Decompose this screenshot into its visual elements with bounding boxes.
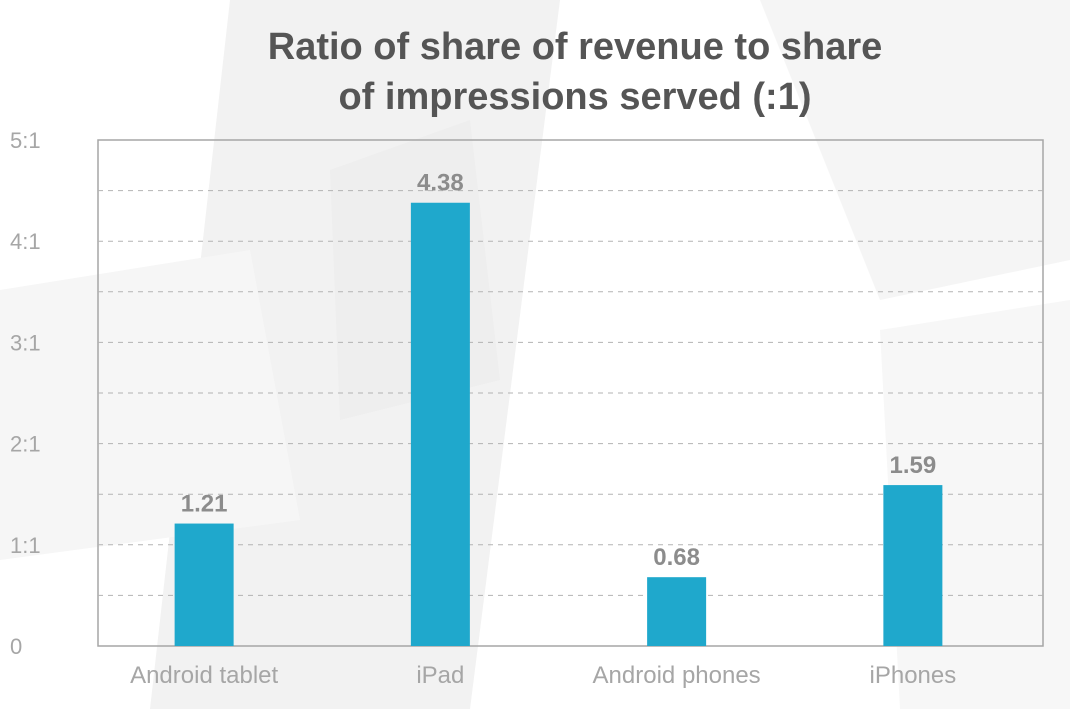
y-tick-label: 2:1 [10,432,41,457]
y-tick-label: 3:1 [10,330,41,355]
x-tick-label: iPad [416,662,464,689]
x-tick-label: Android phones [593,662,761,689]
x-tick-label: Android tablet [130,662,278,689]
bar [410,202,470,646]
bar [174,523,234,646]
y-tick-label: 1:1 [10,533,41,558]
x-tick-label: iPhones [870,662,957,689]
y-tick-label: 0 [10,634,22,659]
data-label: 4.38 [417,170,464,197]
data-label: 1.21 [181,491,228,518]
chart-title-line-2: of impressions served (:1) [338,76,812,118]
data-label: 1.59 [890,452,937,479]
bar [883,485,943,646]
data-label: 0.68 [653,544,700,571]
y-tick-label: 5:1 [10,128,41,153]
chart-title-line-1: Ratio of share of revenue to share [267,26,883,68]
bar [647,577,707,646]
y-tick-label: 4:1 [10,229,41,254]
